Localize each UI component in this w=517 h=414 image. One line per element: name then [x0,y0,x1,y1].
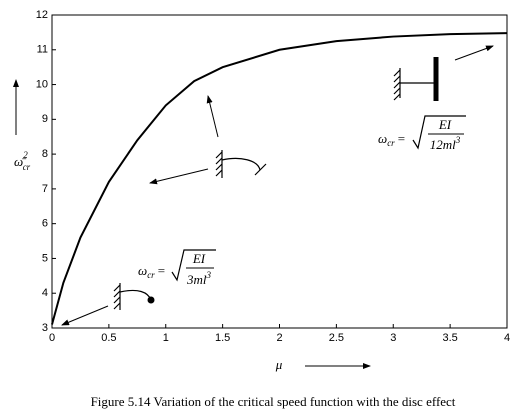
beam-icon [393,45,494,101]
y-tick-label: 4 [42,287,48,299]
curve [51,32,508,325]
svg-text:ωcr=: ωcr = [378,131,405,148]
svg-text:EI: EI [438,117,452,132]
x-tick-label: 0.5 [101,332,116,344]
y-tick-label: 6 [42,218,48,230]
x-tick-label: 3.5 [442,332,457,344]
beam-icon [61,283,155,326]
x-tick-label: 4 [504,332,510,344]
beam-icon [149,95,267,185]
svg-text:3ml3: 3ml3 [186,270,212,287]
svg-text:EI: EI [192,251,206,266]
y-tick-label: 8 [42,148,48,160]
x-tick-label: 3 [390,332,396,344]
x-tick-label: 0 [49,332,55,344]
x-tick-label: 2.5 [329,332,344,344]
plot-frame [51,14,508,329]
x-tick-label: 1 [163,332,169,344]
formula: ωcr = EI 3ml3 [138,249,216,287]
y-tick-label: 11 [37,44,48,56]
x-axis-label: μ [275,357,283,372]
x-tick-label: 1.5 [215,332,230,344]
y-tick-label: 5 [42,252,48,264]
y-tick-label: 9 [42,113,48,125]
y-tick-label: 12 [36,9,48,21]
caption: Figure 5.14 Variation of the critical sp… [91,394,456,409]
y-tick-label: 10 [36,78,48,90]
x-tick-label: 2 [276,332,282,344]
y-axis-label: ω̄2 cr [14,150,31,172]
formula: ωcr = EI 12ml3 [378,115,466,152]
svg-text:ωcr=: ωcr = [138,263,165,280]
y-tick-label: 3 [42,322,48,334]
svg-text:12ml3: 12ml3 [430,135,461,152]
y-tick-label: 7 [42,183,48,195]
